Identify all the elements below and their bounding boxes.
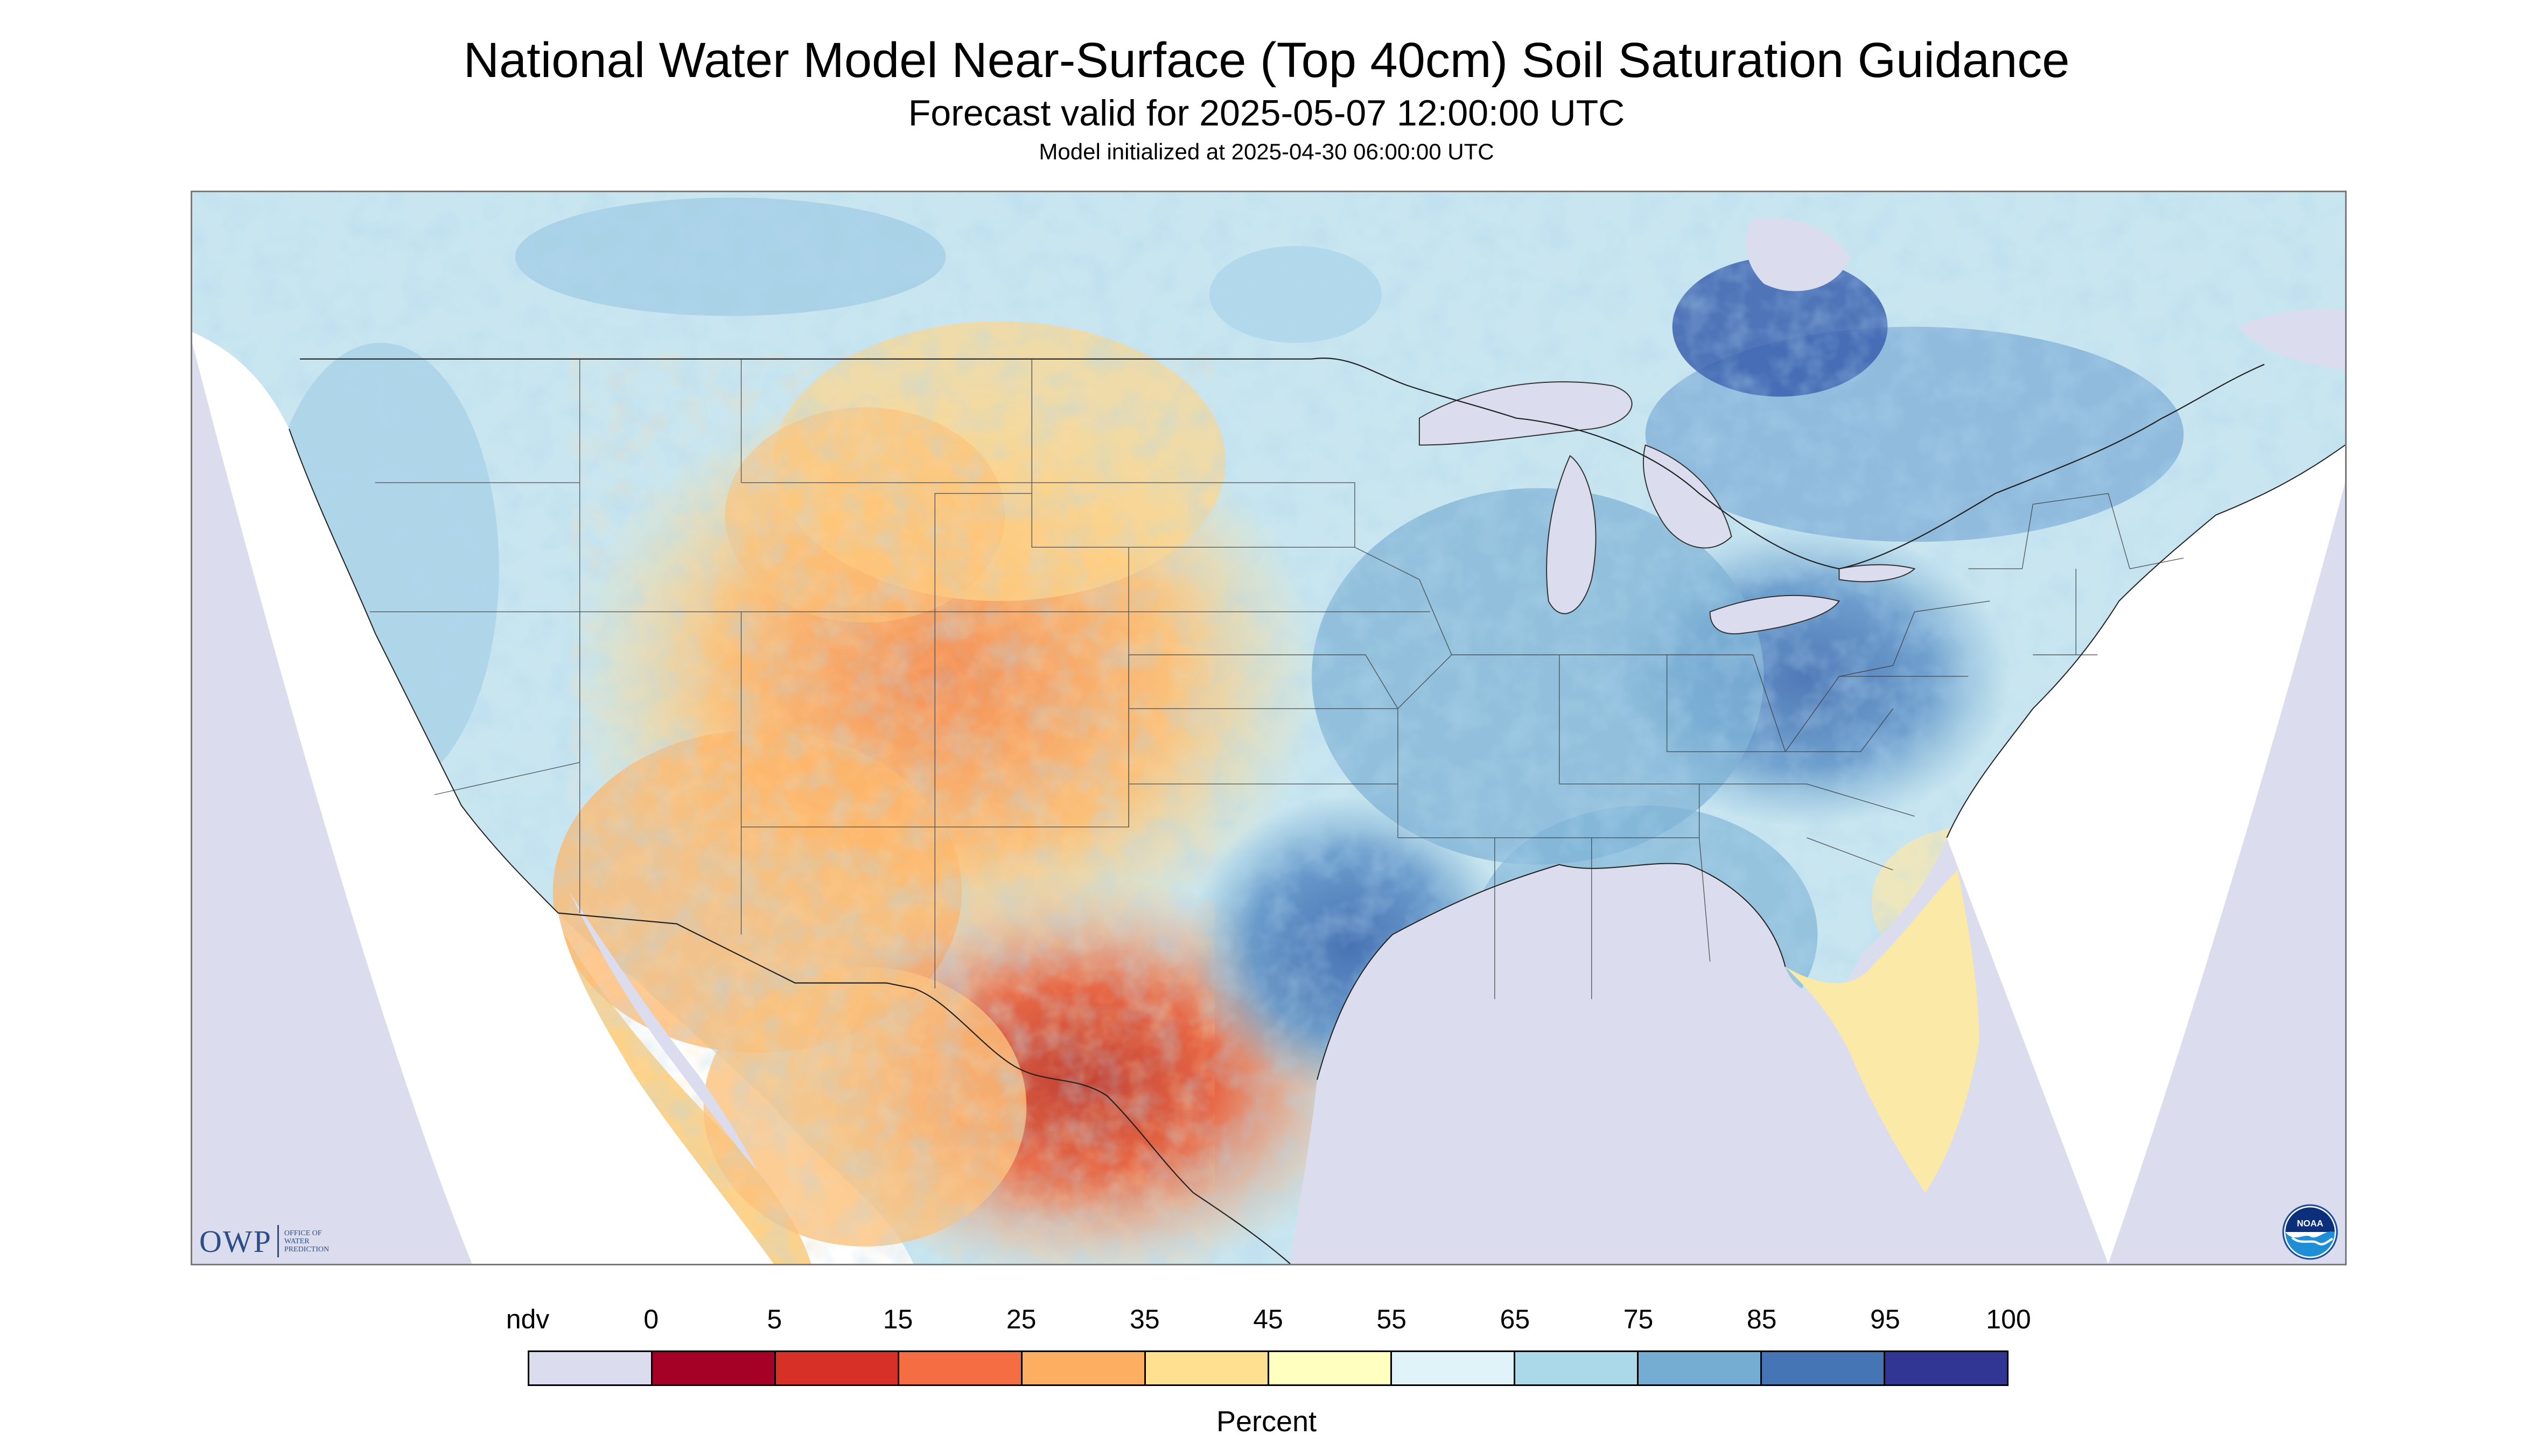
owp-logo-subtext: OFFICE OF WATER PREDICTION: [284, 1229, 329, 1254]
state-borders: [369, 359, 2184, 999]
owp-sub-line-3: PREDICTION: [284, 1245, 330, 1254]
owp-logo-divider: [277, 1225, 279, 1257]
noaa-logo-icon: NOAA: [2282, 1204, 2338, 1260]
legend-label-4: 25: [1006, 1304, 1037, 1334]
soil-saturation-map: [191, 191, 2347, 1265]
map-canvas: [192, 192, 2345, 1264]
owp-sub-line-2: WATER: [284, 1237, 310, 1245]
legend-swatch-9: [1639, 1352, 1762, 1384]
legend-swatch-2: [775, 1352, 899, 1384]
legend-colorbar: [528, 1350, 2009, 1386]
legend-label-1: 0: [643, 1304, 659, 1334]
legend-swatch-11: [1885, 1352, 2007, 1384]
legend-swatch-0: [529, 1352, 653, 1384]
map-title: National Water Model Near-Surface (Top 4…: [463, 33, 2070, 88]
legend-label-8: 65: [1500, 1304, 1530, 1334]
owp-logo-text: OWP: [199, 1223, 272, 1259]
legend-label-12: 100: [1986, 1304, 2031, 1334]
legend-label-11: 95: [1870, 1304, 1900, 1334]
great-lakes: [1418, 381, 1916, 635]
legend-label-9: 75: [1623, 1304, 1654, 1334]
legend-label-3: 15: [883, 1304, 913, 1334]
legend-label-6: 45: [1253, 1304, 1283, 1334]
forecast-valid-time: Forecast valid for 2025-05-07 12:00:00 U…: [908, 93, 1625, 134]
legend-swatch-1: [652, 1352, 776, 1384]
owp-sub-line-1: OFFICE OF: [284, 1229, 322, 1237]
lake-nipigon: [1746, 218, 1850, 291]
noaa-logo-text: NOAA: [2297, 1219, 2324, 1229]
legend-swatch-6: [1269, 1352, 1393, 1384]
legend-labels: ndv 0 5 15 25 35 45 55 65 75 85 95 100: [0, 1303, 2533, 1341]
model-init-time: Model initialized at 2025-04-30 06:00:00…: [1039, 139, 1494, 164]
legend-swatch-5: [1145, 1352, 1269, 1384]
legend-units: Percent: [1216, 1405, 1317, 1438]
st-lawrence: [2237, 309, 2345, 370]
canada-us-border: [299, 358, 2265, 570]
legend-label-5: 35: [1130, 1304, 1160, 1334]
legend-swatch-4: [1022, 1352, 1146, 1384]
legend-swatch-7: [1392, 1352, 1516, 1384]
us-mexico-border: [558, 912, 1291, 1264]
legend-label-2: 5: [767, 1304, 782, 1334]
legend-swatch-3: [899, 1352, 1023, 1384]
owp-logo: OWP OFFICE OF WATER PREDICTION: [199, 1221, 329, 1261]
florida: [1785, 870, 1979, 1193]
legend-swatch-10: [1762, 1352, 1886, 1384]
gulf-of-california: [569, 891, 758, 1172]
legend-label-10: 85: [1746, 1304, 1777, 1334]
legend-swatch-8: [1515, 1352, 1639, 1384]
legend-label-0: ndv: [506, 1304, 550, 1334]
legend-label-7: 55: [1376, 1304, 1407, 1334]
